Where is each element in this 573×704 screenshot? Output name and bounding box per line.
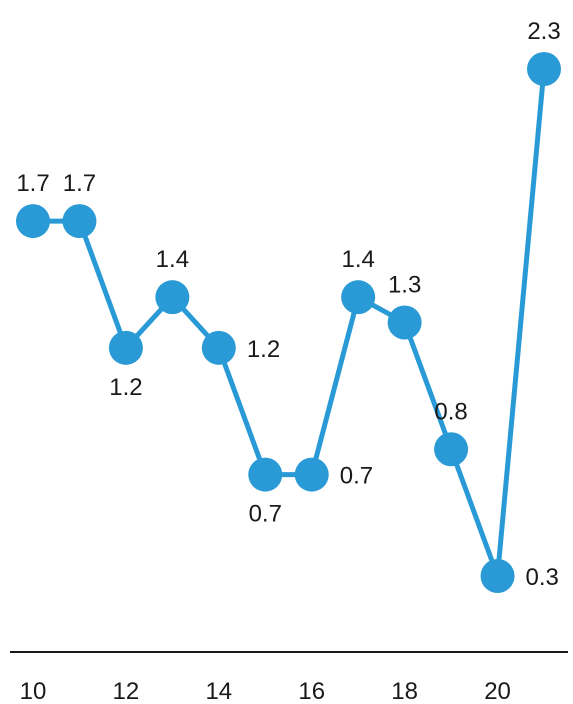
data-point (248, 457, 283, 492)
data-point (62, 204, 97, 239)
data-label: 0.8 (434, 398, 467, 425)
data-point (434, 432, 469, 467)
x-tick-label: 20 (484, 678, 511, 704)
data-label: 0.7 (249, 501, 282, 528)
data-label: 1.2 (109, 374, 142, 401)
data-point (294, 457, 329, 492)
data-label: 1.4 (156, 246, 189, 273)
data-label: 0.3 (526, 564, 559, 591)
x-tick-label: 12 (113, 678, 140, 704)
data-point (527, 52, 561, 86)
data-labels: 1.7 1.7 1.2 1.4 1.2 0.7 0.7 1.4 1.3 0.8 0.3 2.3 (16, 18, 560, 591)
data-point (155, 280, 190, 315)
data-point (387, 305, 422, 340)
data-label: 1.7 (16, 170, 49, 197)
data-label: 1.7 (63, 170, 96, 197)
data-label: 1.3 (388, 272, 421, 299)
data-point (16, 204, 50, 239)
data-point (480, 559, 515, 593)
series-line (30, 66, 547, 579)
data-points (16, 52, 561, 593)
data-point (341, 280, 376, 315)
x-tick-label: 10 (20, 678, 47, 704)
x-tick-label: 14 (205, 678, 232, 704)
data-label: 2.3 (527, 18, 560, 45)
data-label: 0.7 (340, 463, 373, 490)
data-label: 1.2 (247, 336, 280, 363)
x-tick-label: 16 (298, 678, 325, 704)
x-tick-labels: 10 12 14 16 18 20 (20, 678, 511, 704)
data-point (201, 330, 236, 365)
data-label: 1.4 (341, 246, 374, 273)
data-point (108, 330, 143, 365)
x-tick-label: 18 (391, 678, 418, 704)
